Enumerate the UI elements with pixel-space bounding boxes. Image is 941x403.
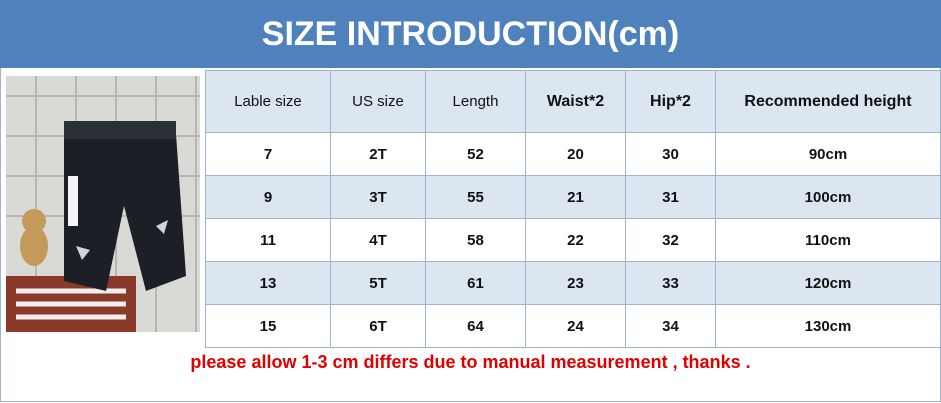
- table-cell: 4T: [330, 218, 426, 262]
- header-cell: Lable size: [205, 70, 331, 133]
- header-cell: Hip*2: [625, 70, 716, 133]
- header-cell: Recommended height: [715, 70, 941, 133]
- table-cell: 55: [425, 175, 526, 219]
- size-table: Lable size US size Length Waist*2 Hip*2 Recom…: [205, 70, 941, 348]
- table-cell: 5T: [330, 261, 426, 305]
- footer-note: please allow 1-3 cm differs due to manua…: [190, 352, 751, 372]
- table-cell: 90cm: [715, 132, 941, 176]
- table-cell: 23: [525, 261, 626, 305]
- table-cell: 24: [525, 304, 626, 348]
- table-cell: 61: [425, 261, 526, 305]
- table-row: 13 5T 61 23 33 120cm: [205, 261, 941, 305]
- table-cell: 15: [205, 304, 331, 348]
- table-cell: 130cm: [715, 304, 941, 348]
- header-row: Lable size US size Length Waist*2 Hip*2 Recom…: [205, 70, 941, 133]
- table-cell: 30: [625, 132, 716, 176]
- header-cell: US size: [330, 70, 426, 133]
- table-cell: 6T: [330, 304, 426, 348]
- header-cell: Length: [425, 70, 526, 133]
- table-row: 7 2T 52 20 30 90cm: [205, 132, 941, 176]
- table-cell: 7: [205, 132, 331, 176]
- table-row: 15 6T 64 24 34 130cm: [205, 304, 941, 348]
- table-row: 11 4T 58 22 32 110cm: [205, 218, 941, 262]
- table-row: 9 3T 55 21 31 100cm: [205, 175, 941, 219]
- table-cell: 120cm: [715, 261, 941, 305]
- table-cell: 33: [625, 261, 716, 305]
- table-cell: 110cm: [715, 218, 941, 262]
- table-cell: 13: [205, 261, 331, 305]
- table-cell: 58: [425, 218, 526, 262]
- table-cell: 2T: [330, 132, 426, 176]
- header-cell: Waist*2: [525, 70, 626, 133]
- product-photo: [6, 76, 200, 332]
- table-cell: 64: [425, 304, 526, 348]
- title: SIZE INTRODUCTION(cm): [0, 0, 941, 68]
- table-cell: 9: [205, 175, 331, 219]
- table-cell: 34: [625, 304, 716, 348]
- table-cell: 11: [205, 218, 331, 262]
- table-cell: 21: [525, 175, 626, 219]
- table-cell: 31: [625, 175, 716, 219]
- table-cell: 22: [525, 218, 626, 262]
- table-cell: 20: [525, 132, 626, 176]
- table-cell: 52: [425, 132, 526, 176]
- table-cell: 3T: [330, 175, 426, 219]
- table-cell: 32: [625, 218, 716, 262]
- table-cell: 100cm: [715, 175, 941, 219]
